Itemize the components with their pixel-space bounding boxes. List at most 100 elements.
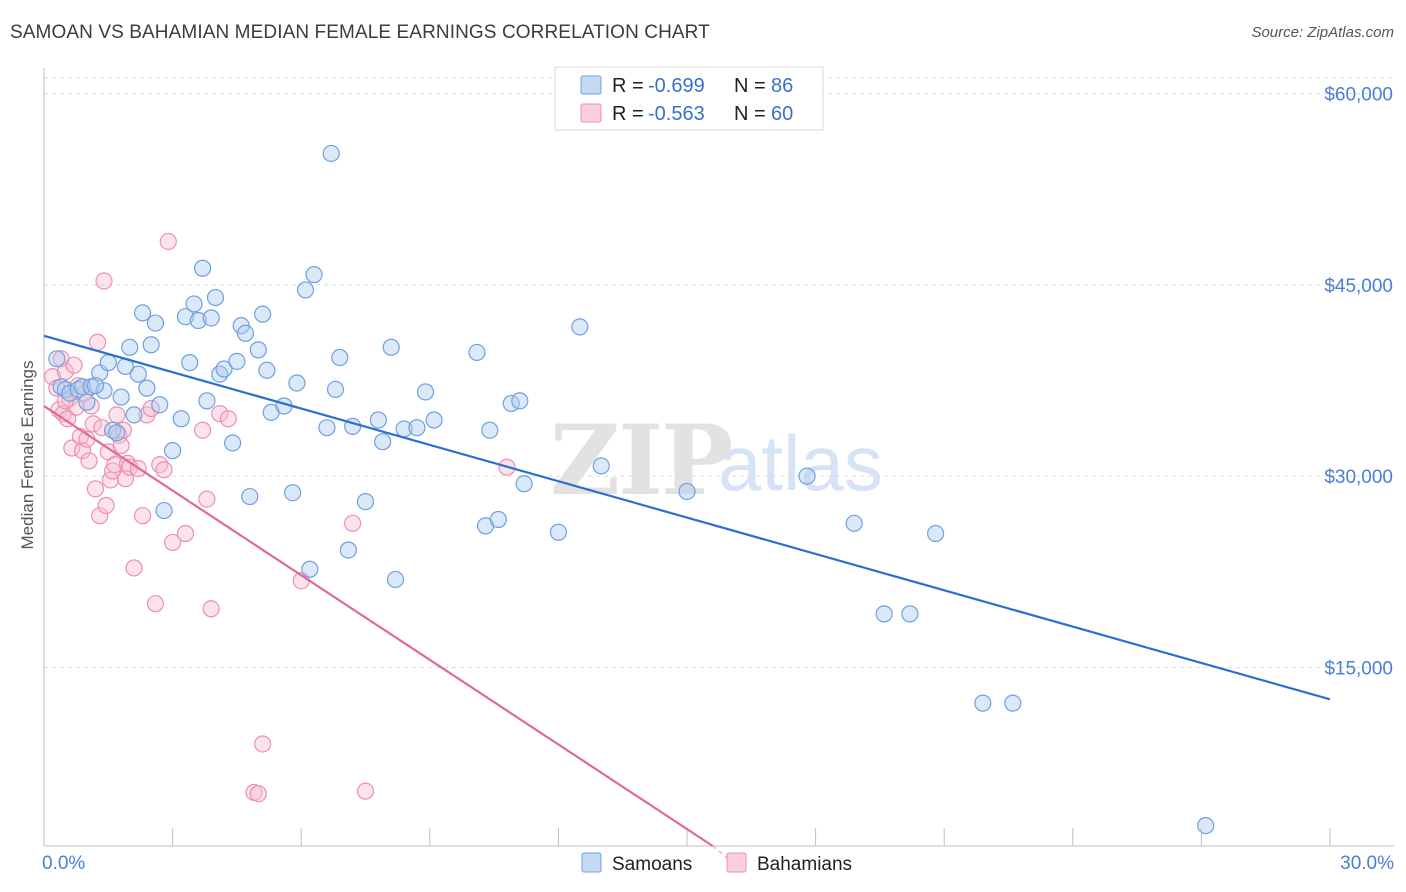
samoans-trend-line — [43, 334, 1331, 701]
x-tick-label-min: 0.0% — [42, 853, 85, 874]
samoan-point — [339, 541, 357, 559]
bahamian-point — [254, 735, 272, 753]
samoan-point — [241, 487, 259, 506]
bahamian-point — [202, 600, 220, 618]
stats-legend: R = -0.699 N = 86 R = -0.563 N = 60 — [554, 66, 824, 131]
bahamian-point — [356, 782, 375, 800]
samoan-point — [181, 354, 199, 372]
samoan-point — [112, 388, 130, 406]
bahamian-point — [133, 507, 152, 525]
samoan-point — [301, 560, 319, 578]
samoan-point — [1197, 816, 1215, 835]
y-tick-label: $60,000 — [1324, 85, 1393, 106]
samoans-legend-swatch — [580, 75, 602, 95]
bahamian-point — [63, 439, 81, 457]
samoan-point — [138, 379, 156, 397]
samoan-point — [146, 314, 165, 332]
samoan-point — [326, 380, 345, 399]
watermark-zip: ZIP — [550, 404, 731, 517]
samoan-point — [206, 288, 225, 307]
samoan-point — [571, 318, 589, 336]
samoan-point — [121, 338, 139, 356]
samoan-point — [258, 361, 276, 379]
samoan-point — [798, 467, 816, 485]
bahamian-point — [67, 398, 85, 416]
samoans-series-label: Samoans — [612, 854, 692, 875]
samoan-point — [927, 524, 945, 543]
samoan-point — [974, 694, 992, 712]
bahamian-point — [65, 356, 83, 374]
samoan-point — [408, 419, 426, 437]
samoan-point — [142, 336, 160, 354]
bahamian-point — [176, 524, 195, 543]
samoan-point — [549, 523, 568, 541]
samoans-r-label: R = — [612, 75, 644, 97]
samoan-point — [515, 475, 533, 493]
samoan-point — [1004, 694, 1022, 712]
samoan-point — [133, 304, 152, 322]
samoan-point — [468, 343, 486, 362]
bahamian-point — [159, 232, 177, 251]
samoan-point — [322, 144, 340, 163]
bahamian-point — [97, 496, 115, 515]
bahamian-point — [91, 507, 109, 525]
bahamian-point — [103, 462, 122, 480]
bahamians-points — [43, 232, 516, 803]
samoan-point — [305, 266, 323, 284]
y-tick-labels: $15,000 $30,000 $45,000 $60,000 — [1324, 85, 1393, 680]
samoan-point — [215, 360, 233, 378]
y-tick-label: $15,000 — [1324, 658, 1393, 679]
bahamian-point — [125, 559, 143, 577]
samoan-point — [374, 433, 392, 451]
watermark: ZIP atlas — [550, 404, 883, 517]
bahamian-point — [249, 785, 267, 803]
samoan-point — [236, 324, 255, 342]
bahamians-trend-line — [43, 405, 714, 847]
samoan-point — [164, 442, 182, 460]
samoan-point — [592, 457, 610, 475]
bahamian-point — [198, 490, 216, 508]
samoan-point — [678, 482, 696, 501]
samoan-point — [356, 493, 375, 511]
bahamians-r-label: R = — [612, 103, 644, 125]
chart-title: SAMOAN VS BAHAMIAN MEDIAN FEMALE EARNING… — [10, 22, 710, 43]
bahamian-point — [155, 461, 173, 479]
bahamian-point — [86, 480, 105, 498]
y-axis-label: Median Female Earnings — [18, 361, 37, 550]
bahamian-point — [80, 452, 98, 470]
samoan-point — [228, 352, 246, 370]
gridlines — [44, 77, 1394, 668]
samoan-point — [86, 376, 105, 395]
bahamian-point — [95, 272, 113, 290]
bahamian-point — [219, 410, 237, 428]
samoan-point — [176, 308, 195, 326]
samoans-r-value: -0.699 — [648, 75, 705, 97]
bahamian-point — [146, 595, 165, 613]
samoan-point — [511, 392, 529, 410]
samoan-point — [382, 338, 400, 356]
samoan-point — [202, 309, 220, 327]
samoan-point — [125, 406, 143, 424]
samoan-point — [331, 348, 349, 367]
bahamians-series-label: Bahamians — [757, 854, 852, 875]
samoan-point — [194, 259, 212, 277]
samoan-point — [189, 311, 207, 330]
samoan-point — [172, 410, 190, 428]
bahamian-point — [194, 421, 212, 439]
bahamians-legend-swatch — [580, 103, 602, 123]
samoans-n-label: N = — [734, 75, 766, 97]
samoan-point — [369, 411, 387, 429]
samoan-point — [48, 350, 66, 368]
bahamians-n-value: 60 — [771, 103, 793, 125]
samoan-point — [254, 305, 272, 323]
bahamians-series-swatch — [726, 852, 747, 873]
samoan-point — [155, 501, 173, 520]
samoan-point — [318, 419, 336, 437]
bahamian-point — [344, 514, 362, 532]
samoan-point — [875, 605, 893, 623]
samoan-point — [78, 393, 96, 411]
watermark-atlas: atlas — [718, 419, 883, 507]
samoan-point — [288, 374, 306, 392]
samoan-point — [489, 510, 507, 529]
bahamian-point — [164, 533, 182, 552]
